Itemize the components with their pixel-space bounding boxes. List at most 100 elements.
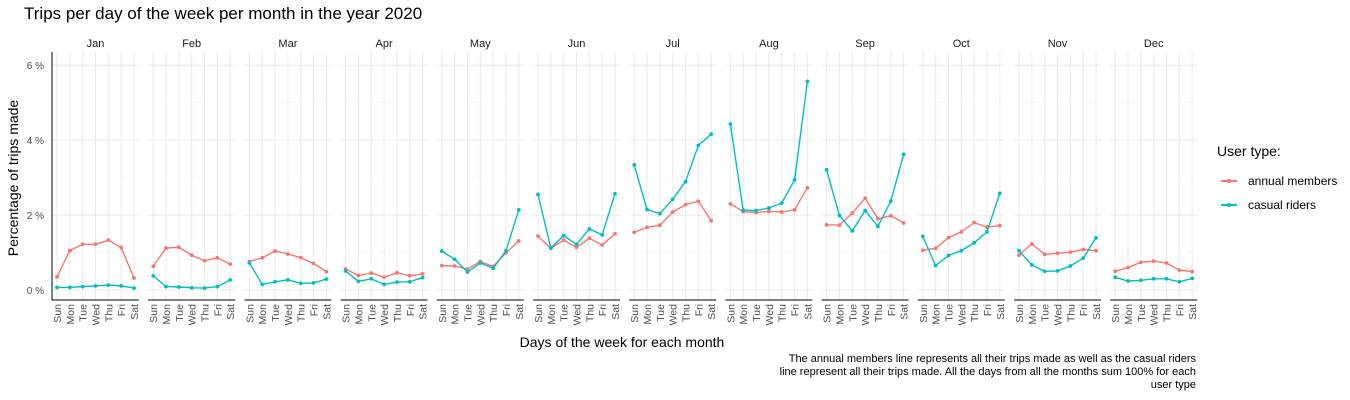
x-tick-label: Fri — [309, 304, 321, 316]
data-point-annual_members — [311, 261, 316, 266]
x-tick-label: Thu — [392, 304, 404, 322]
data-point-annual_members — [972, 220, 977, 225]
data-point-casual_riders — [369, 276, 374, 281]
data-point-casual_riders — [228, 277, 233, 282]
x-tick-label: Fri — [1174, 304, 1186, 316]
data-point-annual_members — [452, 264, 457, 268]
data-point-annual_members — [132, 276, 136, 280]
data-point-annual_members — [728, 201, 733, 206]
data-point-casual_riders — [1113, 275, 1118, 280]
x-tick-label: Thu — [488, 304, 500, 322]
data-point-annual_members — [286, 252, 290, 256]
x-tick-label: Tue — [174, 304, 186, 322]
data-point-casual_riders — [286, 277, 290, 282]
data-point-annual_members — [645, 225, 649, 230]
x-tick-label: Wed — [187, 304, 199, 326]
data-point-casual_riders — [260, 282, 265, 287]
x-tick-label: Thu — [1162, 304, 1174, 322]
data-point-casual_riders — [709, 132, 714, 137]
x-tick-label: Sun — [1014, 304, 1026, 323]
chart-caption: The annual members line represents all t… — [779, 353, 1196, 391]
data-point-casual_riders — [779, 201, 784, 205]
data-point-casual_riders — [792, 177, 797, 182]
data-point-annual_members — [1068, 250, 1073, 255]
x-tick-label: Tue — [270, 304, 282, 322]
data-point-casual_riders — [1029, 263, 1034, 267]
x-tick-label: Thu — [969, 304, 981, 322]
x-tick-label: Fri — [405, 304, 417, 316]
x-tick-label: Mon — [546, 304, 558, 325]
data-point-casual_riders — [959, 248, 964, 253]
data-point-annual_members — [1017, 253, 1021, 258]
x-tick-label: Mon — [1027, 304, 1039, 325]
data-point-casual_riders — [741, 208, 746, 213]
data-point-annual_members — [1190, 269, 1195, 274]
data-point-annual_members — [202, 258, 207, 263]
data-point-casual_riders — [119, 283, 124, 288]
x-tick-label: Sat — [225, 304, 237, 320]
data-point-annual_members — [176, 245, 181, 250]
data-point-annual_members — [369, 271, 374, 276]
data-point-annual_members — [805, 185, 810, 190]
data-point-casual_riders — [298, 281, 303, 286]
x-tick-label: Sat — [129, 304, 141, 320]
data-point-casual_riders — [946, 253, 951, 258]
data-point-annual_members — [1177, 268, 1182, 273]
x-tick-label: Wed — [956, 304, 968, 326]
x-tick-label: Sat — [514, 304, 526, 320]
facet-label: Oct — [953, 38, 970, 50]
data-point-casual_riders — [1151, 276, 1156, 281]
data-point-casual_riders — [696, 143, 701, 148]
x-tick-label: Wed — [379, 304, 391, 326]
legend-label-casual-riders: casual riders — [1248, 198, 1317, 212]
data-point-casual_riders — [176, 285, 181, 289]
data-point-casual_riders — [452, 257, 457, 262]
data-point-annual_members — [587, 236, 592, 241]
data-point-casual_riders — [1068, 264, 1073, 268]
x-tick-label: Sun — [1110, 304, 1122, 323]
x-tick-label: Tue — [78, 304, 90, 322]
data-point-annual_members — [670, 210, 675, 214]
data-point-casual_riders — [985, 230, 989, 234]
legend-key-annual-members — [1217, 171, 1241, 191]
data-point-annual_members — [613, 231, 617, 236]
data-point-casual_riders — [920, 234, 925, 239]
data-point-casual_riders — [548, 246, 553, 250]
x-tick-label: Mon — [65, 304, 77, 325]
x-tick-label: Wed — [475, 304, 487, 326]
x-tick-label: Wed — [668, 304, 680, 326]
data-point-annual_members — [792, 207, 797, 212]
data-point-annual_members — [888, 213, 893, 218]
data-point-annual_members — [55, 274, 59, 279]
data-point-annual_members — [1029, 242, 1034, 246]
data-point-casual_riders — [972, 240, 977, 245]
x-tick-label: Tue — [366, 304, 378, 322]
data-point-casual_riders — [132, 286, 136, 291]
legend-dot-annual-members — [1227, 179, 1231, 183]
facet-label: Apr — [376, 38, 393, 50]
data-point-casual_riders — [247, 261, 252, 265]
data-point-casual_riders — [407, 279, 412, 284]
x-tick-label: Sun — [244, 304, 256, 323]
x-tick-label: Mon — [161, 304, 173, 325]
facet-label: Jun — [568, 38, 586, 50]
data-point-casual_riders — [805, 79, 810, 84]
data-point-casual_riders — [1055, 268, 1060, 273]
x-tick-label: Tue — [1136, 304, 1148, 322]
data-point-casual_riders — [1164, 276, 1169, 281]
data-point-casual_riders — [164, 284, 168, 289]
x-tick-label: Mon — [353, 304, 365, 325]
x-tick-label: Fri — [886, 304, 898, 316]
y-tick-label: 6 % — [27, 61, 44, 72]
x-tick-label: Tue — [847, 304, 859, 322]
x-tick-label: Tue — [751, 304, 763, 322]
facet-label: Nov — [1048, 38, 1068, 50]
data-point-annual_members — [632, 230, 637, 235]
y-tick-label: 2 % — [27, 211, 44, 222]
data-point-casual_riders — [1094, 236, 1098, 240]
data-point-annual_members — [465, 267, 470, 271]
data-point-annual_members — [1042, 252, 1047, 257]
y-tick-label: 4 % — [27, 136, 44, 147]
data-point-casual_riders — [189, 285, 194, 290]
data-point-casual_riders — [645, 207, 649, 212]
